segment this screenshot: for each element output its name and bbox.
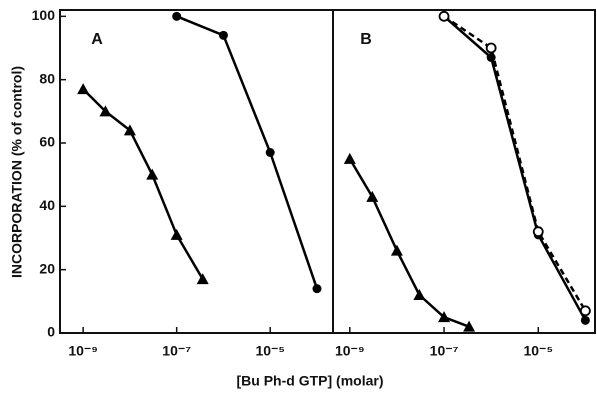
marker — [172, 11, 182, 21]
marker — [413, 289, 426, 300]
marker — [265, 148, 275, 157]
marker — [343, 152, 356, 164]
marker — [580, 315, 590, 325]
marker — [77, 83, 90, 95]
line — [443, 15, 587, 321]
marker — [438, 10, 450, 22]
line — [82, 88, 204, 280]
marker — [366, 190, 379, 202]
y-tick-label: 20 — [39, 260, 55, 276]
marker — [312, 284, 322, 294]
marker — [170, 228, 183, 240]
panel-label: B — [360, 31, 372, 48]
plot-frame — [59, 9, 334, 334]
marker — [463, 320, 476, 332]
line — [348, 158, 470, 328]
x-tick-label: 10⁻⁹ — [335, 343, 365, 359]
x-axis-label: [Bu Ph-d GTP] (molar) — [237, 373, 384, 389]
marker — [485, 42, 497, 54]
plot-frame — [332, 9, 596, 334]
x-tick-label: 10⁻⁵ — [255, 343, 285, 359]
marker — [99, 105, 112, 117]
x-tick-label: 10⁻⁷ — [430, 343, 459, 359]
marker — [438, 311, 451, 323]
marker — [218, 30, 228, 40]
y-axis-label: INCORPORATION (% of control) — [9, 66, 25, 278]
marker — [146, 168, 159, 180]
x-tick-label: 10⁻⁹ — [68, 343, 98, 359]
y-tick-label: 60 — [39, 134, 55, 150]
panel-label: A — [91, 31, 103, 48]
marker — [390, 244, 403, 256]
line — [443, 15, 587, 312]
marker — [532, 226, 544, 238]
x-tick-label: 10⁻⁷ — [162, 343, 191, 359]
line — [176, 15, 319, 290]
x-tick-label: 10⁻⁵ — [523, 343, 553, 359]
marker — [486, 53, 496, 62]
marker — [196, 273, 209, 285]
marker — [123, 124, 136, 136]
y-tick-label: 100 — [32, 7, 56, 23]
y-tick-label: 0 — [47, 324, 55, 340]
y-tick-label: 40 — [39, 197, 55, 213]
y-tick-label: 80 — [39, 70, 55, 86]
marker — [579, 305, 591, 317]
